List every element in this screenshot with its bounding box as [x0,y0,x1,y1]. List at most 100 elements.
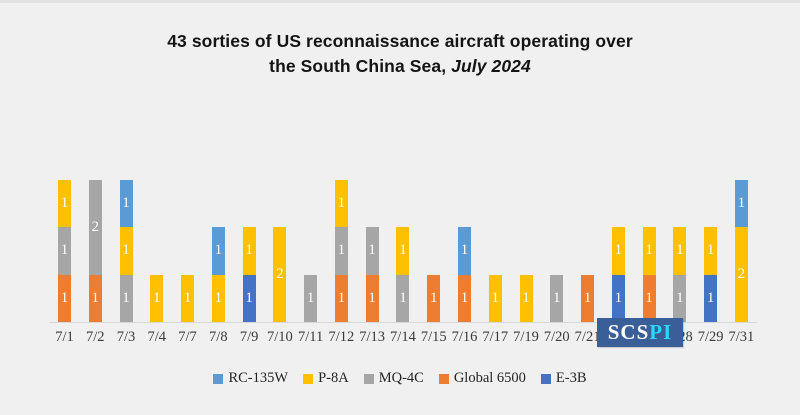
bar-segment-MQ-4C: 2 [88,179,102,275]
bar-segment-E-3B: 1 [611,274,625,322]
bar-7/7: 1 [181,274,195,322]
legend-item-RC-135W: RC-135W [213,370,288,387]
legend-label: RC-135W [228,370,289,386]
bar-7/19: 1 [519,274,533,322]
bar-segment-P-8A: 1 [519,274,533,322]
legend-label: P-8A [318,370,349,386]
x-axis-label: 7/15 [420,329,447,345]
segment-count: 2 [276,266,284,282]
segment-count: 1 [522,289,530,306]
segment-count: 1 [676,242,684,259]
bar-segment-P-8A: 2 [273,227,287,322]
bar-segment-P-8A: 1 [334,179,348,227]
legend: RC-135W P-8A MQ-4C Global 6500 E-3B [0,370,800,387]
bar-7/11: 1 [304,274,318,322]
x-axis-label: 7/12 [328,329,355,345]
bar-7/4: 1 [150,274,164,322]
bar-7/3: 1 1 1 [119,179,133,322]
bar-segment-MQ-4C: 1 [304,274,318,322]
x-axis-label: 7/13 [359,329,386,345]
x-axis-label: 7/1 [55,329,74,345]
x-axis-label: 7/4 [147,329,167,345]
bar-segment-Global 6500: 1 [334,274,348,322]
x-axis-label: 7/3 [116,329,136,345]
bar-segment-MQ-4C: 1 [57,227,71,275]
x-axis-label: 7/8 [209,329,228,345]
bar-segment-Global 6500: 1 [581,274,595,322]
legend-item-P-8A: P-8A [303,370,349,387]
segment-count: 1 [706,242,715,259]
x-axis-label: 7/21 [574,329,601,345]
segment-count: 1 [737,194,746,211]
legend-swatch-icon [213,373,224,384]
segment-count: 1 [306,289,315,306]
bar-segment-P-8A: 1 [242,227,256,275]
legend-swatch-icon [438,373,449,384]
segment-count: 1 [122,242,130,259]
x-axis-label: 7/20 [543,329,570,345]
segment-count: 1 [245,242,253,259]
bar-segment-P-8A: 1 [611,227,625,275]
segment-count: 2 [91,218,100,235]
segment-count: 1 [645,242,653,259]
x-axis-label: 7/9 [239,329,259,345]
bar-segment-P-8A: 1 [181,274,195,322]
segment-count: 1 [645,289,653,306]
bar-7/21: 1 [581,274,595,322]
chart-title-line1: 43 sorties of US reconnaissance aircraft… [167,31,633,51]
bar-segment-Global 6500: 1 [365,274,379,322]
bar-segment-MQ-4C: 1 [334,227,348,275]
segment-count: 1 [122,289,130,306]
bar-segment-MQ-4C: 1 [365,227,379,275]
bar-7/15: 1 [427,274,441,322]
x-axis-label: 7/11 [298,329,324,345]
bar-segment-RC-135W: 1 [119,179,133,227]
segment-count: 2 [737,266,746,282]
segment-count: 1 [245,289,253,306]
legend-swatch-icon [363,373,374,384]
bar-segment-P-8A: 1 [396,227,410,275]
segment-count: 1 [460,242,469,259]
legend-item-Global 6500: Global 6500 [438,370,526,387]
segment-count: 1 [60,194,69,211]
bar-segment-P-8A: 1 [673,227,687,275]
bar-segment-RC-135W: 1 [734,179,748,227]
legend-swatch-icon [303,373,314,384]
legend-swatch-icon [540,373,551,384]
bar-segment-E-3B: 1 [704,274,718,322]
bar-segment-MQ-4C: 1 [119,274,133,322]
x-axis-label: 7/31 [728,329,755,345]
segment-count: 1 [614,289,623,306]
scspi-watermark-pi: PI [649,320,673,344]
segment-count: 1 [183,289,192,306]
bar-segment-P-8A: 1 [150,274,164,322]
chart-title: 43 sorties of US reconnaissance aircraft… [0,29,800,79]
legend-item-E-3B: E-3B [540,370,587,387]
segment-count: 1 [60,242,69,259]
chart-title-line2: the South China Sea, [269,56,452,76]
bar-segment-P-8A: 2 [734,227,748,322]
bar-segment-P-8A: 1 [119,227,133,275]
segment-count: 1 [214,289,223,306]
bar-segment-P-8A: 1 [211,274,225,322]
bar-segment-Global 6500: 1 [427,274,441,322]
chart-title-date: July 2024 [451,56,531,76]
segment-count: 1 [676,289,684,306]
x-axis-label: 7/17 [482,329,509,345]
segment-count: 1 [337,242,346,259]
segment-count: 1 [399,289,407,306]
x-axis-label: 7/2 [85,329,105,345]
bar-segment-E-3B: 1 [242,274,256,322]
bar-segment-Global 6500: 1 [457,274,471,322]
segment-count: 1 [153,289,161,306]
scspi-watermark-scs: SCS [607,320,650,344]
segment-count: 1 [706,289,715,306]
bar-segment-MQ-4C: 1 [396,274,410,322]
segment-count: 1 [337,194,346,211]
